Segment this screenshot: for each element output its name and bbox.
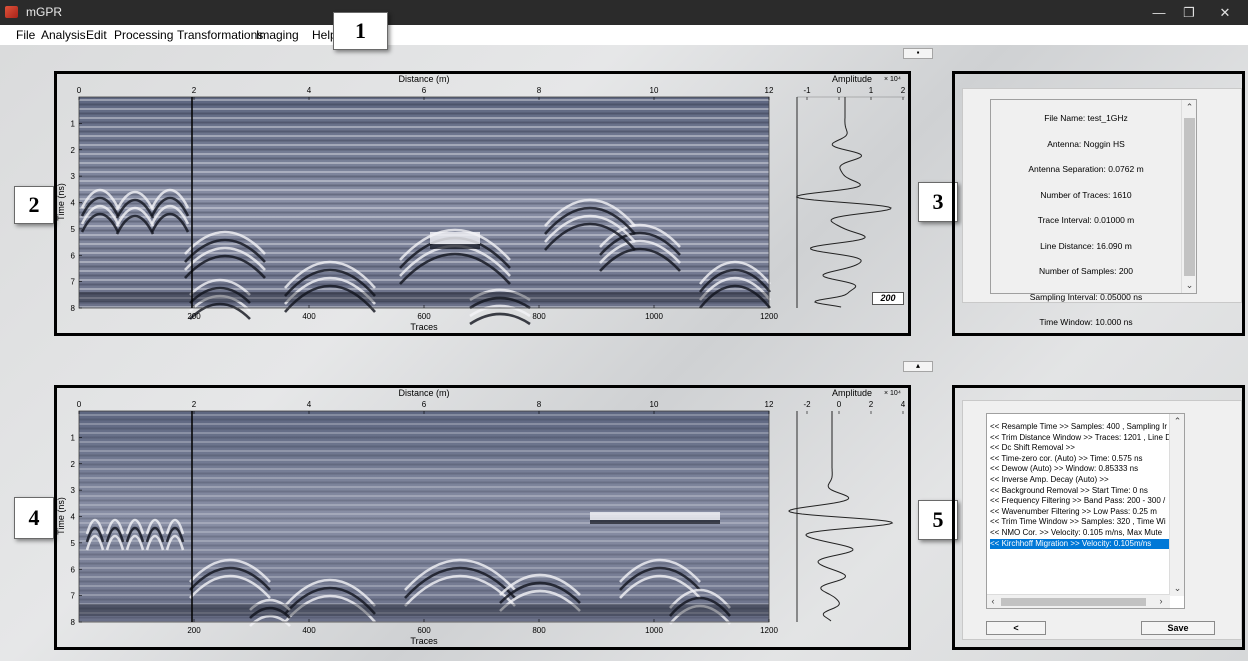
bottom-plot-frame [54, 385, 911, 650]
log-entry[interactable]: << Time-zero cor. (Auto) >> Time: 0.575 … [990, 453, 1143, 463]
top-plot-frame [54, 71, 911, 336]
file-info-lines: File Name: test_1GHz Antenna: Noggin HS An… [991, 112, 1181, 342]
file-info-listbox[interactable]: File Name: test_1GHz Antenna: Noggin HS An… [990, 99, 1197, 327]
back-button[interactable]: < [986, 621, 1046, 635]
minimize-button[interactable]: — [1152, 5, 1166, 20]
file-info-panel: File Name: test_1GHz Antenna: Noggin HS An… [962, 88, 1242, 327]
info-vertical-scrollbar[interactable]: ⌃ ⌄ [1181, 100, 1196, 293]
file-info-line: File Name: test_1GHz [1044, 113, 1128, 123]
file-info-line: Trace Interval: 0.01000 m [1037, 215, 1135, 225]
menu-transformations[interactable]: Transformations [177, 28, 264, 42]
log-horizontal-scrollbar[interactable]: ‹ › [987, 594, 1170, 608]
callout-badge-4: 4 [14, 497, 54, 539]
file-info-line: Time Window: 10.000 ns [1039, 317, 1133, 327]
log-entry[interactable]: << Trim Time Window >> Samples: 320 , Ti… [990, 517, 1166, 527]
close-button[interactable]: ✕ [1219, 5, 1231, 20]
trace-number-box[interactable]: 200 [872, 292, 904, 305]
log-vertical-scrollbar[interactable]: ⌃ ⌄ [1169, 414, 1184, 596]
log-entry[interactable]: << Dewow (Auto) >> Window: 0.85333 ns [990, 464, 1139, 474]
log-entry[interactable]: << Frequency Filtering >> Band Pass: 200… [990, 496, 1166, 506]
collapse-top-button[interactable]: ▪ [903, 48, 933, 59]
log-frame [952, 385, 1245, 650]
callout-badge-2: 2 [14, 186, 54, 224]
menu-analysis[interactable]: Analysis [41, 28, 86, 42]
log-entry[interactable]: << Resample Time >> Samples: 400 , Sampl… [990, 422, 1167, 431]
file-info-line: Antenna: Noggin HS [1047, 138, 1125, 149]
log-entry[interactable]: << Background Removal >> Start Time: 0 n… [990, 485, 1148, 495]
callout-badge-5: 5 [918, 500, 958, 540]
window-title: mGPR [26, 5, 62, 19]
menu-edit[interactable]: Edit [86, 28, 107, 42]
callout-badge-1: 1 [333, 12, 388, 50]
menu-file[interactable]: File [16, 28, 36, 42]
save-button[interactable]: Save [1141, 621, 1215, 635]
scroll-thumb[interactable] [1001, 598, 1146, 606]
menu-bar: File Analysis Edit Processing Transforma… [0, 25, 1248, 45]
scroll-right-icon[interactable]: › [1159, 596, 1163, 606]
menu-help[interactable]: Help [312, 28, 337, 42]
title-bar: mGPR — ❐ ✕ [0, 0, 1248, 25]
scroll-up-icon[interactable]: ⌃ [1185, 102, 1194, 112]
scroll-down-icon[interactable]: ⌄ [1185, 280, 1194, 290]
maximize-button[interactable]: ❐ [1183, 5, 1195, 20]
scroll-up-icon[interactable]: ⌃ [1173, 416, 1182, 426]
processing-log-lines: << Resample Time >> Samples: 400 , Sampl… [990, 422, 1170, 550]
scroll-left-icon[interactable]: ‹ [991, 596, 995, 606]
file-info-line: Number of Traces: 1610 [1040, 189, 1132, 200]
scroll-down-icon[interactable]: ⌄ [1173, 583, 1182, 593]
processing-log-listbox[interactable]: << Resample Time >> Samples: 400 , Sampl… [986, 413, 1185, 609]
log-entry[interactable]: << NMO Cor. >> Velocity: 0.105 m/ns, Max… [990, 527, 1163, 537]
file-info-line: Antenna Separation: 0.0762 m [1028, 164, 1144, 174]
file-info-line: Line Distance: 16.090 m [1040, 240, 1132, 251]
log-entry[interactable]: << Dc Shift Removal >> [990, 443, 1075, 453]
log-entry[interactable]: << Wavenumber Filtering >> Low Pass: 0.2… [990, 506, 1157, 516]
processing-log-panel: << Resample Time >> Samples: 400 , Sampl… [962, 400, 1242, 640]
info-frame [952, 71, 1245, 336]
log-entry[interactable]: << Kirchhoff Migration >> Velocity: 0.10… [990, 538, 1170, 550]
scroll-thumb[interactable] [1184, 118, 1195, 276]
collapse-bottom-button[interactable]: ▴ [903, 361, 933, 372]
callout-badge-3: 3 [918, 182, 958, 222]
menu-processing[interactable]: Processing [114, 28, 174, 42]
file-info-line: Number of Samples: 200 [1038, 266, 1134, 276]
log-entry[interactable]: << Inverse Amp. Decay (Auto) >> [990, 474, 1109, 484]
matlab-app-icon [5, 6, 18, 18]
log-entry[interactable]: << Trim Distance Window >> Traces: 1201 … [990, 432, 1170, 442]
file-info-line: Sampling Interval: 0.05000 ns [1029, 291, 1143, 302]
menu-imaging[interactable]: Imaging [256, 28, 299, 42]
